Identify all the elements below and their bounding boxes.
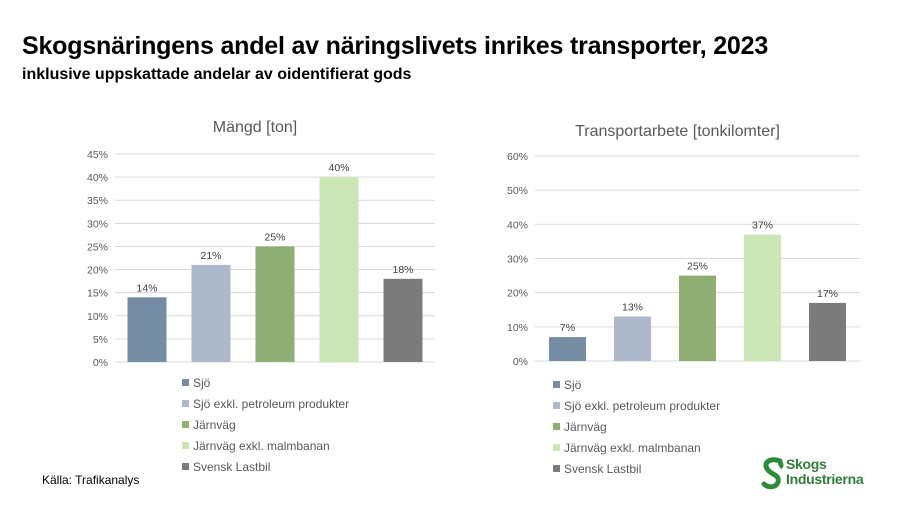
- bar: [614, 316, 651, 361]
- legend-label: Sjö: [564, 378, 582, 392]
- y-tick-label: 45%: [87, 149, 108, 161]
- data-label: 25%: [264, 231, 285, 243]
- y-tick-label: 10%: [507, 322, 528, 334]
- bar: [191, 264, 231, 362]
- legend-label: Järnväg: [564, 420, 607, 434]
- chart-transportarbete: Transportarbete [tonkilomter] 0% 10% 20% 30%…: [507, 123, 860, 476]
- y-tick-label: 20%: [507, 288, 528, 300]
- bar: [319, 177, 359, 362]
- legend-label: Sjö exkl. petroleum produkter: [193, 397, 349, 411]
- legend-swatch: [182, 421, 189, 428]
- legend-swatch: [182, 442, 189, 449]
- chart-mangd: Mängd [ton] 0% 5% 10% 15% 20% 25% 30% 35% 40% 45% 1…: [87, 119, 435, 474]
- legend-swatch: [553, 423, 560, 430]
- y-tick-label: 40%: [507, 219, 528, 231]
- company-logo: Skogs Industrierna: [760, 455, 890, 495]
- data-label: 18%: [392, 264, 413, 276]
- logo-line2: Industrierna: [786, 471, 864, 487]
- chart-title: Transportarbete [tonkilomter]: [575, 123, 780, 140]
- legend-swatch: [553, 402, 560, 409]
- y-tick-label: 30%: [87, 218, 108, 230]
- legend-label: Järnväg exkl. malmbanan: [564, 441, 701, 455]
- data-label: 14%: [136, 282, 157, 294]
- y-tick-label: 10%: [87, 311, 108, 323]
- page-subtitle: inklusive uppskattade andelar av oidenti…: [22, 66, 412, 83]
- y-tick-label: 40%: [87, 172, 108, 184]
- bar: [255, 246, 295, 362]
- y-tick-label: 30%: [507, 254, 528, 266]
- y-tick-label: 15%: [87, 288, 108, 300]
- legend-swatch: [553, 381, 560, 388]
- data-label: 21%: [200, 250, 221, 262]
- data-label: 40%: [328, 162, 349, 174]
- y-tick-label: 0%: [513, 356, 528, 368]
- bar: [809, 302, 846, 361]
- y-tick-label: 20%: [87, 265, 108, 277]
- logo-text: Skogs Industrierna: [786, 456, 864, 487]
- bar: [549, 337, 586, 361]
- legend-swatch: [182, 400, 189, 407]
- bar: [127, 297, 167, 362]
- legend-swatch: [182, 463, 189, 470]
- y-tick-label: 0%: [93, 357, 108, 369]
- legend-label: Sjö: [193, 376, 211, 390]
- data-label: 7%: [560, 322, 575, 334]
- legend-label: Järnväg: [193, 418, 236, 432]
- y-tick-label: 60%: [507, 151, 528, 163]
- data-label: 13%: [622, 302, 643, 314]
- bar: [679, 275, 716, 361]
- legend-label: Svensk Lastbil: [564, 462, 641, 476]
- y-tick-label: 50%: [507, 185, 528, 197]
- bar: [744, 234, 781, 361]
- bar: [383, 278, 423, 362]
- legend-label: Sjö exkl. petroleum produkter: [564, 399, 720, 413]
- legend-label: Järnväg exkl. malmbanan: [193, 439, 330, 453]
- y-tick-label: 5%: [93, 334, 108, 346]
- data-label: 17%: [817, 288, 838, 300]
- chart-title: Mängd [ton]: [213, 119, 298, 136]
- y-tick-label: 25%: [87, 241, 108, 253]
- data-label: 25%: [687, 261, 708, 273]
- legend-swatch: [553, 444, 560, 451]
- source-note: Källa: Trafikanalys: [42, 473, 140, 487]
- page-title: Skogsnäringens andel av näringslivets in…: [22, 32, 769, 60]
- logo-line1: Skogs: [786, 456, 827, 472]
- data-label: 37%: [752, 220, 773, 232]
- legend-swatch: [553, 465, 560, 472]
- s-leaf-icon: [761, 457, 784, 490]
- y-tick-label: 35%: [87, 195, 108, 207]
- legend-swatch: [182, 379, 189, 386]
- legend-label: Svensk Lastbil: [193, 460, 270, 474]
